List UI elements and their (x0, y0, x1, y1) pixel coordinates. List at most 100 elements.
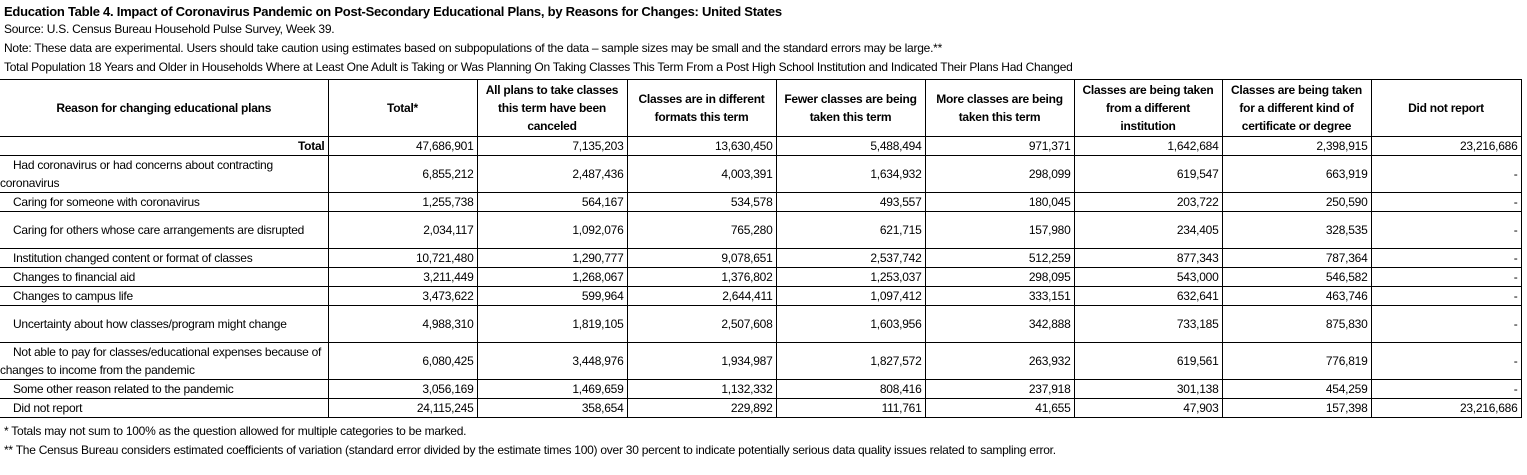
cell-value: 298,095 (924, 267, 1075, 287)
cell-value: 1,827,572 (775, 342, 926, 380)
cell-value: 157,398 (1221, 398, 1372, 418)
cell-value: 358,654 (476, 398, 628, 418)
row-reason-label: Caring for someone with coronavirus (13, 195, 200, 209)
cell-value: 1,092,076 (476, 211, 628, 249)
table-row: Changes to financial aid 3,211,449 1,268,0… (0, 267, 1522, 287)
footnote-cv: ** The Census Bureau considers estimated… (4, 443, 1056, 457)
cell-value: 2,034,117 (327, 211, 478, 249)
cell-value: 663,919 (1221, 155, 1372, 193)
cell-value: 2,537,742 (775, 248, 926, 268)
row-reason-label: Caring for others whose care arrangement… (13, 223, 305, 237)
row-reason: Did not report (0, 398, 329, 418)
population-description: Total Population 18 Years and Older in H… (4, 60, 1073, 74)
cell-value: 5,488,494 (775, 136, 926, 156)
header-canceled: All plans to take classes this term have… (476, 79, 628, 137)
row-reason-label: Changes to financial aid (13, 270, 136, 284)
cell-value: 2,398,915 (1221, 136, 1372, 156)
cell-value: 599,964 (476, 286, 628, 306)
header-did-not-report: Did not report (1370, 79, 1522, 137)
cell-value: 512,259 (924, 248, 1075, 268)
cell-value: 546,582 (1221, 267, 1372, 287)
cell-value: 1,097,412 (775, 286, 926, 306)
source-note: Source: U.S. Census Bureau Household Pul… (4, 22, 335, 36)
cell-value: 543,000 (1073, 267, 1223, 287)
cell-value: - (1370, 305, 1522, 343)
header-reason: Reason for changing educational plans (0, 79, 329, 137)
cell-value: 342,888 (924, 305, 1075, 343)
cell-value: - (1370, 379, 1522, 399)
cell-value: 632,641 (1073, 286, 1223, 306)
cell-value: 7,135,203 (476, 136, 628, 156)
cell-value: 971,371 (924, 136, 1075, 156)
cell-value: 621,715 (775, 211, 926, 249)
row-reason: Caring for someone with coronavirus (0, 192, 329, 212)
row-reason-label: Uncertainty about how classes/program mi… (13, 317, 287, 331)
cell-value: 23,216,686 (1370, 136, 1522, 156)
cell-value: 3,448,976 (476, 342, 628, 380)
cell-value: 41,655 (924, 398, 1075, 418)
cell-value: 2,487,436 (476, 155, 628, 193)
cell-value: 877,343 (1073, 248, 1223, 268)
cell-value: 9,078,651 (626, 248, 777, 268)
cell-value: - (1370, 192, 1522, 212)
row-reason: Total (0, 136, 329, 156)
cell-value: 24,115,245 (327, 398, 478, 418)
cell-value: 180,045 (924, 192, 1075, 212)
cell-value: 47,903 (1073, 398, 1223, 418)
cell-value: 1,642,684 (1073, 136, 1223, 156)
cell-value: 3,473,622 (327, 286, 478, 306)
row-reason: Some other reason related to the pandemi… (0, 379, 329, 399)
row-reason: Uncertainty about how classes/program mi… (0, 305, 329, 343)
cell-value: 333,151 (924, 286, 1075, 306)
table-row: Had coronavirus or had concerns about co… (0, 155, 1522, 193)
cell-value: 237,918 (924, 379, 1075, 399)
cell-value: 6,855,212 (327, 155, 478, 193)
cell-value: 298,099 (924, 155, 1075, 193)
cell-value: - (1370, 286, 1522, 306)
header-different-certificate: Classes are being taken for a different … (1221, 79, 1372, 137)
cell-value: 4,003,391 (626, 155, 777, 193)
cell-value: 1,819,105 (476, 305, 628, 343)
cell-value: - (1370, 155, 1522, 193)
cell-value: 619,561 (1073, 342, 1223, 380)
cell-value: 3,211,449 (327, 267, 478, 287)
cell-value: 6,080,425 (327, 342, 478, 380)
cell-value: 1,603,956 (775, 305, 926, 343)
cell-value: 328,535 (1221, 211, 1372, 249)
table-row: Not able to pay for classes/educational … (0, 342, 1522, 380)
cell-value: 1,934,987 (626, 342, 777, 380)
cell-value: 765,280 (626, 211, 777, 249)
cell-value: 787,364 (1221, 248, 1372, 268)
table-row: Changes to campus life 3,473,622 599,964 2,… (0, 286, 1522, 306)
cell-value: 1,376,802 (626, 267, 777, 287)
row-reason-label: Some other reason related to the pandemi… (13, 382, 234, 396)
cell-value: 1,132,332 (626, 379, 777, 399)
cell-value: 157,980 (924, 211, 1075, 249)
header-different-formats: Classes are in different formats this te… (626, 79, 777, 137)
cell-value: 733,185 (1073, 305, 1223, 343)
cell-value: 263,932 (924, 342, 1075, 380)
experimental-note: Note: These data are experimental. Users… (4, 41, 942, 55)
header-row: Reason for changing educational plans To… (0, 79, 1522, 137)
cell-value: 301,138 (1073, 379, 1223, 399)
header-total: Total* (327, 79, 478, 137)
cell-value: 1,469,659 (476, 379, 628, 399)
cell-value: 463,746 (1221, 286, 1372, 306)
cell-value: 203,722 (1073, 192, 1223, 212)
cell-value: 229,892 (626, 398, 777, 418)
cell-value: 10,721,480 (327, 248, 478, 268)
table-row: Institution changed content or format of… (0, 248, 1522, 268)
cell-value: 111,761 (775, 398, 926, 418)
cell-value: - (1370, 248, 1522, 268)
total-row: Total 47,686,901 7,135,203 13,630,450 5,488,… (0, 136, 1522, 156)
table-row: Did not report 24,115,245 358,654 229,892 11… (0, 398, 1522, 418)
row-reason: Changes to financial aid (0, 267, 329, 287)
row-reason-label: Institution changed content or format of… (13, 251, 253, 265)
header-fewer-classes: Fewer classes are being taken this term (775, 79, 926, 137)
row-reason-label: Did not report (13, 401, 83, 415)
table-row: Caring for someone with coronavirus 1,255… (0, 192, 1522, 212)
cell-value: 454,259 (1221, 379, 1372, 399)
cell-value: 13,630,450 (626, 136, 777, 156)
cell-value: 534,578 (626, 192, 777, 212)
cell-value: 250,590 (1221, 192, 1372, 212)
